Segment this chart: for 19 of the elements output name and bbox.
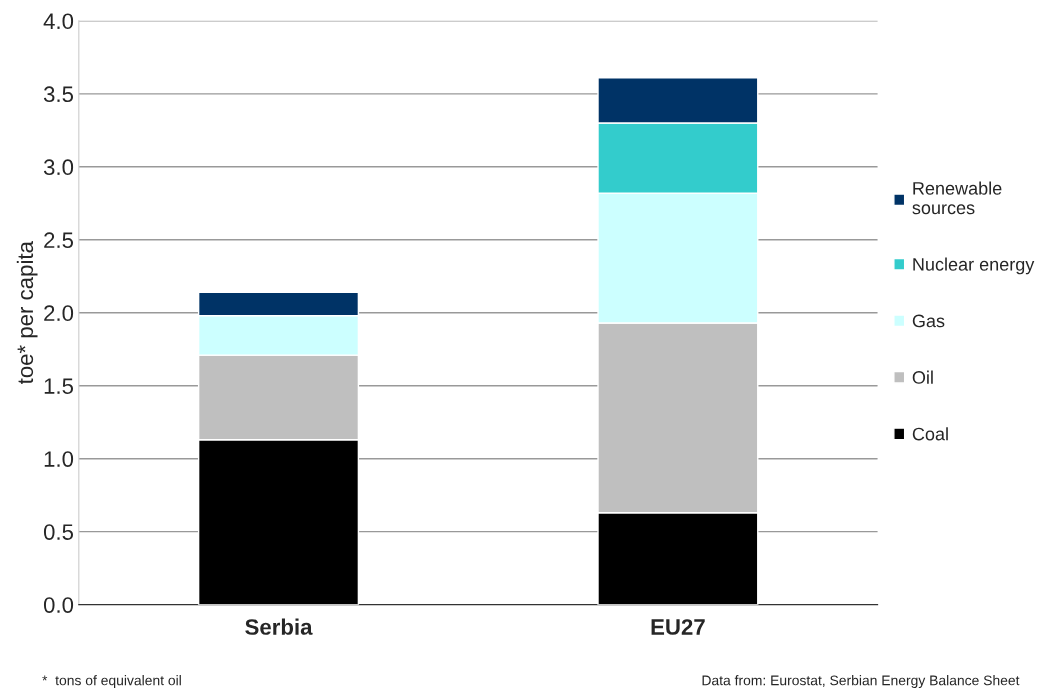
y-axis-title: toe* per capita [16,241,38,385]
y-tick-label: 3.0 [43,159,74,176]
legend-label: Renewable sources [912,181,1002,215]
x-tick-label: Serbia [245,618,313,635]
y-tick-label: 0.0 [43,597,74,613]
y-tick-label: 2.5 [44,232,74,249]
text: Data from: Eurostat, Serbian Energy Balance Sheet [702,675,1020,689]
y-tick-label: 4.0 [43,13,74,30]
y-tick-label: 0.5 [43,524,74,540]
legend-label: Gas [912,314,945,328]
y-tick-label: 3.5 [43,86,74,103]
legend-label: Coal [912,427,948,441]
y-tick-label: 2.0 [44,305,74,322]
y-tick-label: 1.0 [44,451,74,467]
x-tick-label: EU27 [651,619,705,635]
y-tick-label: 1.5 [44,378,74,394]
legend-label: Nuclear energy [913,257,1035,275]
legend-label: Oil [912,370,933,384]
text: * tons of equivalent oil [42,675,181,689]
